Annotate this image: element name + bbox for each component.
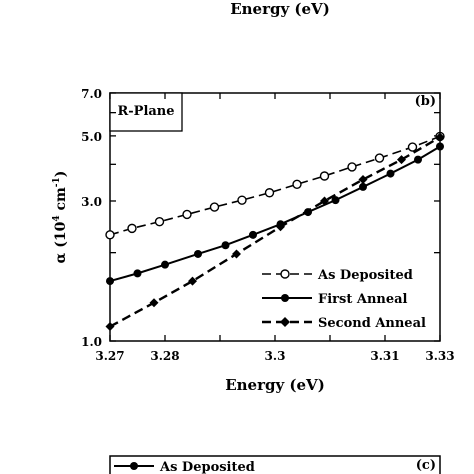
data-point	[414, 155, 422, 164]
data-point	[106, 277, 114, 286]
data-point	[249, 230, 257, 239]
panel-c-legend-label: As Deposited	[159, 460, 255, 474]
legend-label-as-deposited: As Deposited	[317, 268, 413, 283]
data-point	[209, 202, 220, 212]
data-point	[232, 249, 241, 259]
data-point	[319, 171, 330, 181]
data-point	[221, 241, 230, 250]
x-axis-ticks: 3.27 3.28 3.3 3.31 3.33	[95, 93, 455, 363]
y-tick-label: 5.0	[81, 130, 102, 144]
inset-label: R-Plane	[117, 104, 174, 119]
y-axis-ticks: 7.0 5.0 3.0 1.0	[81, 87, 440, 349]
data-point	[397, 155, 406, 165]
series-second-anneal	[105, 132, 445, 332]
data-point	[292, 179, 302, 189]
data-point	[331, 196, 340, 205]
x-axis-label: Energy (eV)	[225, 376, 325, 394]
data-point	[436, 142, 444, 151]
data-point	[347, 162, 357, 172]
data-point	[133, 269, 142, 278]
panel-c-legend-marker	[130, 462, 138, 470]
data-point	[374, 153, 385, 163]
y-axis-label: α (104 cm-1)	[52, 171, 69, 264]
series-line-first-anneal	[109, 145, 441, 283]
y-tick-label: 1.0	[81, 335, 102, 349]
legend-item-as-deposited: As Deposited	[262, 268, 413, 283]
panel-c: As Deposited (c)	[109, 455, 441, 474]
data-point	[237, 195, 247, 205]
data-point	[320, 196, 329, 206]
x-tick-label: 3.27	[95, 349, 124, 363]
legend-label-first-anneal: First Anneal	[318, 292, 408, 307]
x-tick-label: 3.3	[265, 349, 286, 363]
x-tick-label: 3.33	[425, 349, 454, 363]
inset-label-box: R-Plane	[109, 92, 183, 132]
series-layer	[105, 131, 445, 332]
data-point	[154, 216, 165, 227]
data-point	[182, 209, 192, 220]
data-point	[407, 142, 418, 152]
legend-marker-open-circle	[280, 269, 290, 279]
legend-item-second-anneal: Second Anneal	[262, 316, 426, 331]
legend: As Deposited First Anneal Second Anneal	[262, 268, 426, 331]
data-point	[435, 132, 445, 142]
top-panel-x-axis-label: Energy (eV)	[230, 0, 330, 18]
data-point	[105, 322, 115, 332]
data-point	[358, 175, 368, 185]
series-as-deposited	[105, 131, 445, 240]
legend-label-second-anneal: Second Anneal	[318, 316, 426, 331]
data-point	[264, 188, 275, 198]
panel-c-label: (c)	[416, 458, 436, 473]
x-tick-label: 3.28	[150, 349, 179, 363]
data-point	[194, 249, 202, 258]
x-tick-label: 3.31	[370, 349, 399, 363]
data-point	[105, 230, 115, 240]
legend-marker-filled-circle	[281, 294, 289, 302]
y-tick-label: 7.0	[81, 87, 102, 101]
data-point	[188, 276, 197, 286]
data-point	[386, 169, 395, 178]
data-point	[127, 223, 137, 234]
panel-label: (b)	[415, 94, 436, 109]
data-point	[359, 182, 367, 191]
data-point	[161, 260, 169, 269]
data-point	[149, 298, 159, 308]
legend-marker-filled-diamond	[280, 317, 290, 327]
data-point	[276, 222, 285, 232]
panel-c-frame	[109, 455, 441, 474]
legend-item-first-anneal: First Anneal	[262, 292, 408, 307]
y-tick-label: 3.0	[81, 195, 102, 209]
panel-b: R-Plane (b) 3.27 3.28 3.3 3.31 3.33 7.05.03.…	[52, 87, 455, 394]
